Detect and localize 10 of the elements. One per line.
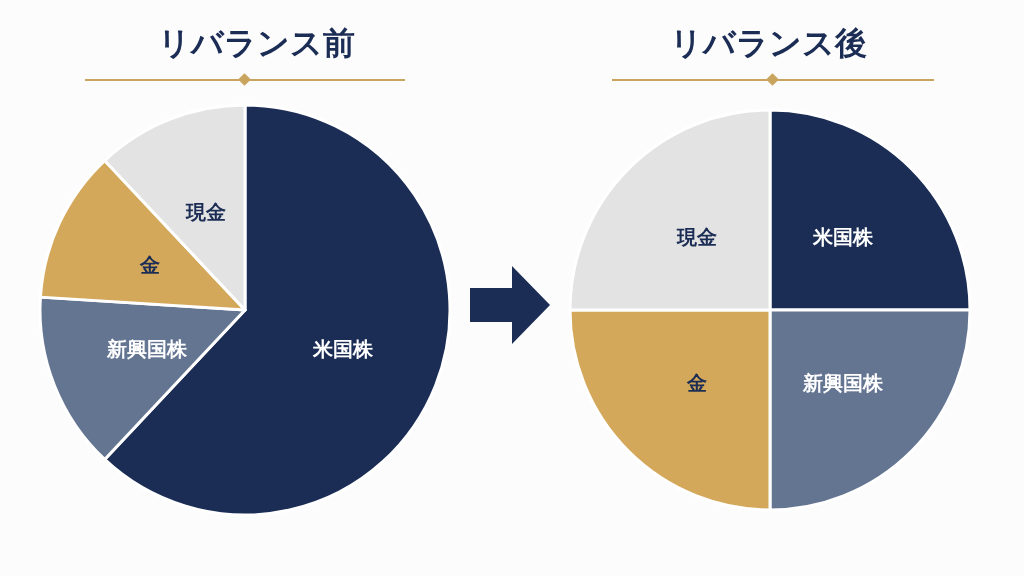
- slice-label: 現金: [676, 225, 718, 250]
- slice-label: 現金: [185, 199, 227, 224]
- slice-label: 新興国株: [105, 336, 188, 361]
- slice-label: 新興国株: [801, 370, 884, 395]
- chart-title: リバランス後: [669, 24, 867, 62]
- slice-label: 金: [686, 370, 708, 395]
- slice-label: 金: [138, 253, 160, 278]
- slice-label: 米国株: [811, 225, 874, 250]
- slice-label: 米国株: [312, 336, 375, 361]
- chart-title: リバランス前: [157, 24, 355, 62]
